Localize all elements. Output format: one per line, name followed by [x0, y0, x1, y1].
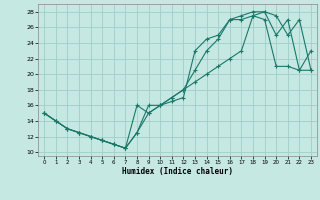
X-axis label: Humidex (Indice chaleur): Humidex (Indice chaleur) [122, 167, 233, 176]
